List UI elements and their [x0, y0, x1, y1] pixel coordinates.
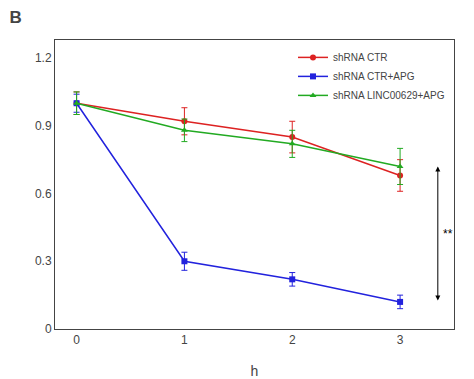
svg-text:3: 3: [397, 333, 404, 347]
svg-text:h: h: [251, 363, 259, 379]
svg-text:0.9: 0.9: [35, 119, 52, 133]
svg-text:shRNA LINC00629+APG: shRNA LINC00629+APG: [333, 90, 445, 101]
svg-text:1: 1: [181, 333, 188, 347]
svg-text:shRNA CTR: shRNA CTR: [333, 52, 387, 63]
svg-text:0.3: 0.3: [35, 254, 52, 268]
svg-text:**: **: [443, 227, 453, 241]
svg-text:0.6: 0.6: [35, 187, 52, 201]
svg-text:B: B: [9, 8, 21, 27]
svg-text:shRNA CTR+APG: shRNA CTR+APG: [333, 71, 415, 82]
svg-text:0: 0: [45, 322, 52, 336]
svg-text:0: 0: [73, 333, 80, 347]
svg-text:2: 2: [289, 333, 296, 347]
svg-text:1.2: 1.2: [35, 51, 52, 65]
